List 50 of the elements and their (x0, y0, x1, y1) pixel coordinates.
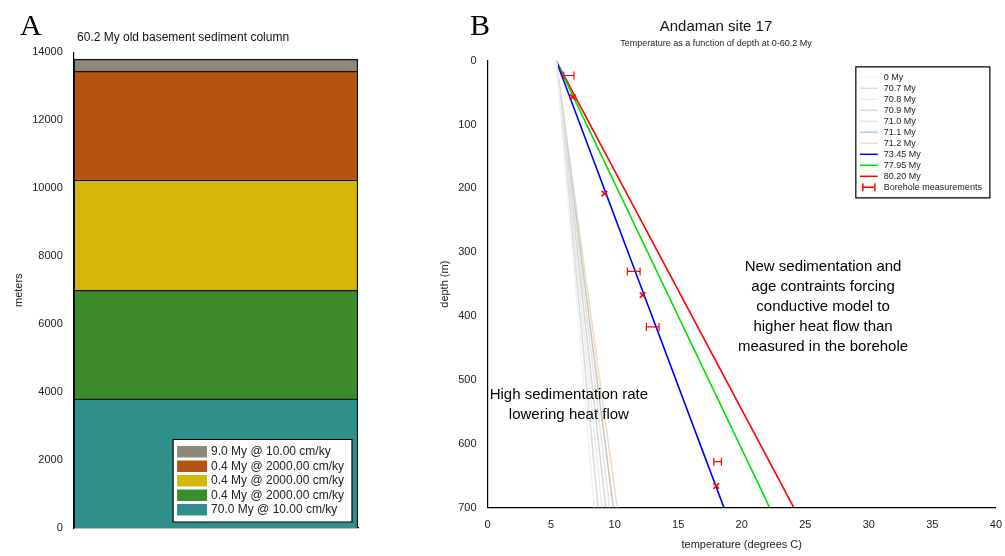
legend-label: 70.7 My (883, 82, 917, 93)
y-tick-label: 10000 (32, 181, 63, 194)
x-tick-label: 15 (672, 518, 685, 531)
x-tick-label: 20 (735, 518, 748, 531)
legend-label: Borehole measurements (883, 181, 983, 192)
y-tick-label: 12000 (32, 113, 63, 126)
legend-label: 0 My (883, 71, 904, 82)
legend-label: 0.4 My @ 2000.00 cm/ky (211, 473, 344, 488)
annotation: High sedimentation rate lowering heat flow (489, 384, 649, 422)
y-tick-label: 0 (470, 53, 477, 66)
legend-label: 70.0 My @ 10.00 cm/ky (211, 502, 338, 517)
x-tick-label: 35 (926, 518, 939, 531)
text: A (20, 7, 42, 41)
y-tick-label: 4000 (38, 385, 63, 398)
legend-label: 77.95 My (883, 159, 922, 170)
x-tick-label: 25 (799, 518, 812, 531)
y-tick-label: 400 (458, 309, 477, 322)
annotation: New sedimentation and age contraints forcing conductive model to higher heat flow than measured in the borehole (737, 256, 909, 354)
legend-label: 71.0 My (883, 115, 917, 126)
chart-title: Andaman site 17 (659, 17, 773, 35)
y-tick-label: 100 (458, 117, 477, 130)
x-axis-title: temperature (degrees C) (681, 538, 802, 551)
text: B (470, 7, 491, 41)
y-tick-label: 14000 (32, 45, 63, 58)
y-tick-label: 200 (458, 181, 477, 194)
legend-label: 9.0 My @ 10.00 cm/ky (211, 444, 331, 459)
x-tick-label: 40 (989, 518, 1003, 531)
legend-label: 71.2 My (883, 137, 917, 148)
y-tick-label: 6000 (38, 317, 63, 330)
y-tick-label: 600 (458, 436, 477, 449)
legend-label: 73.45 My (883, 148, 922, 159)
x-tick-label: 5 (548, 518, 555, 531)
legend-label: 0.4 My @ 2000.00 cm/ky (211, 487, 344, 502)
y-tick-label: 500 (458, 372, 477, 385)
y-axis-title: depth (m) (437, 260, 450, 308)
legend-label: 70.9 My (883, 104, 917, 115)
chart-title: 60.2 My old basement sediment column (76, 29, 290, 44)
legend-label: 70.8 My (883, 93, 917, 104)
y-tick-label: 8000 (38, 249, 63, 262)
y-tick-label: 2000 (38, 453, 63, 466)
legend-label: 0.4 My @ 2000.00 cm/ky (211, 458, 344, 473)
x-tick-label: 30 (862, 518, 875, 531)
y-tick-label: 300 (458, 245, 477, 258)
legend-label: 71.1 My (883, 126, 917, 137)
legend-label: 80.20 My (883, 170, 922, 181)
y-axis-title: meters (11, 272, 24, 308)
x-tick-label: 10 (608, 518, 621, 531)
x-tick-label: 0 (484, 518, 491, 531)
y-tick-label: 700 (458, 500, 477, 513)
chart-subtitle: Temperature as a function of depth at 0-60.2 My (620, 37, 813, 48)
